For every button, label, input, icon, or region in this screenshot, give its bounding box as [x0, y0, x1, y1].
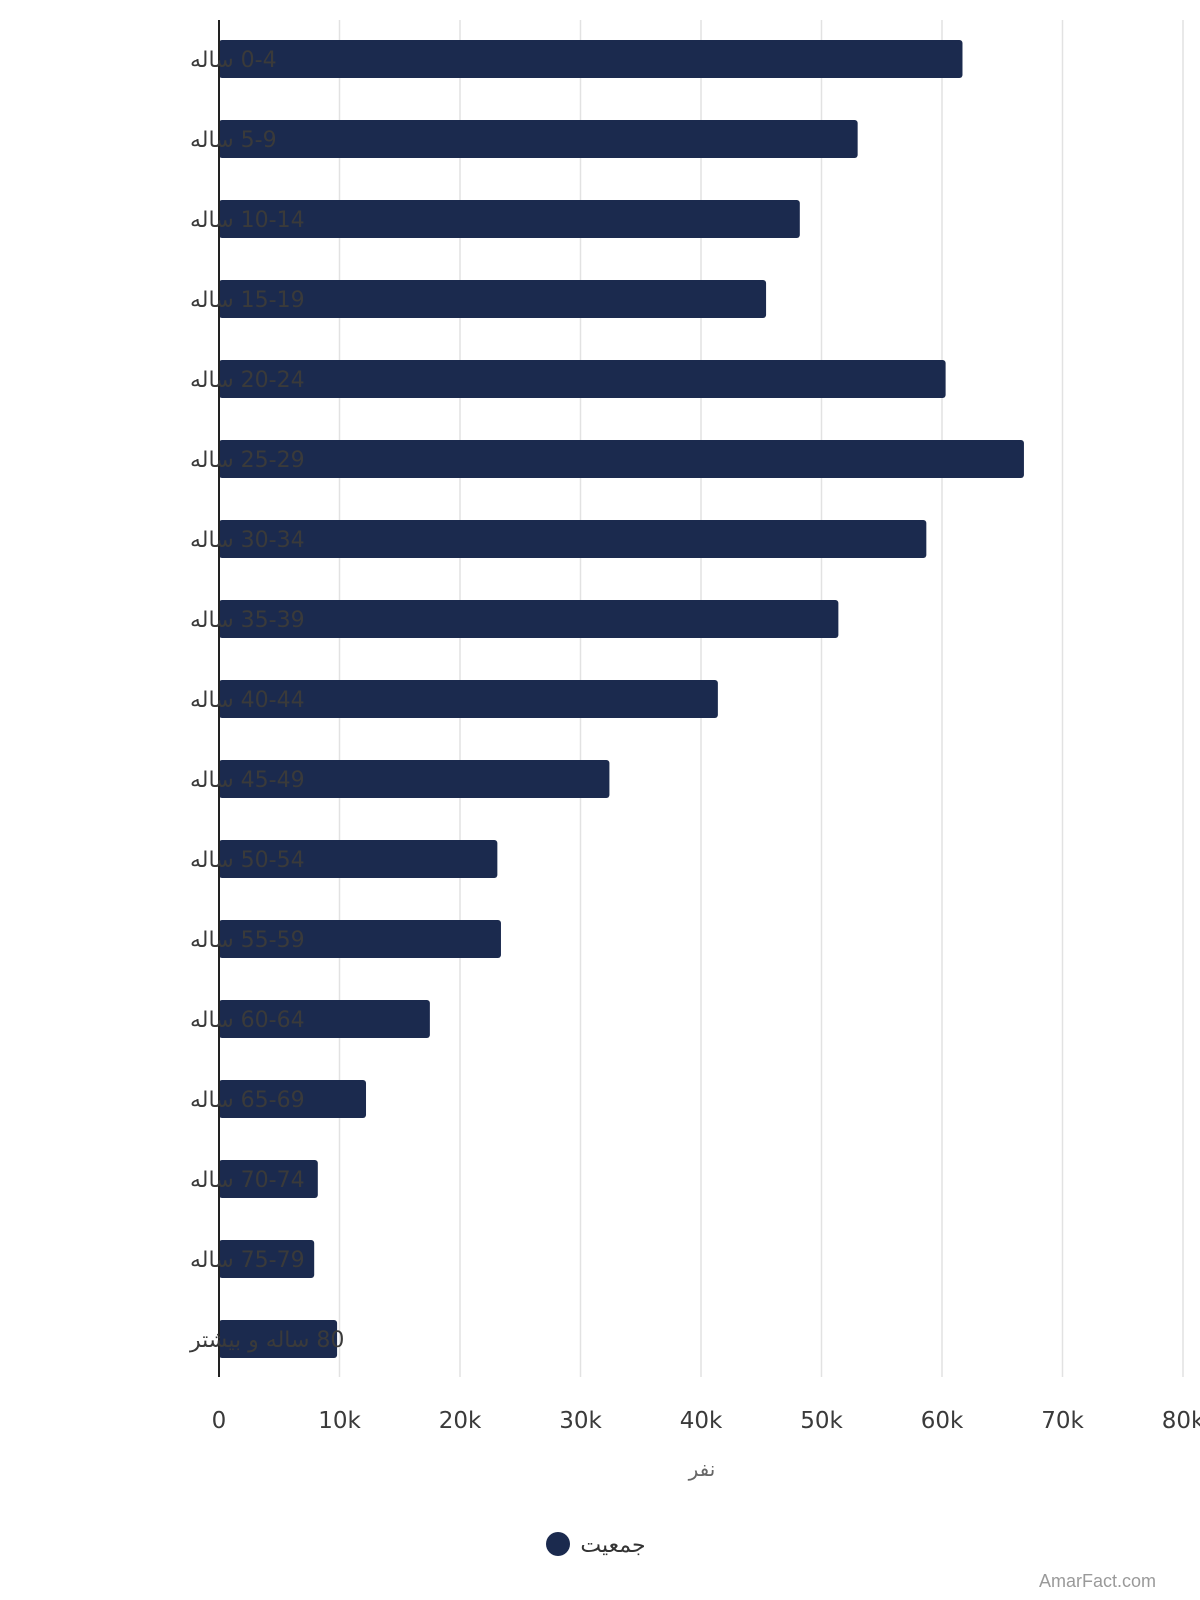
x-tick-label: 30k	[559, 1408, 602, 1434]
category-label: 5-9 ساله	[190, 128, 277, 153]
x-tick-label: 40k	[680, 1408, 723, 1434]
x-tick-label: 20k	[439, 1408, 482, 1434]
bar[interactable]	[219, 40, 963, 78]
category-label: 65-69 ساله	[190, 1088, 305, 1113]
x-tick-label: 50k	[800, 1408, 843, 1434]
category-label: 15-19 ساله	[190, 288, 305, 313]
category-label: 80 ساله و بیشتر	[189, 1328, 344, 1353]
bar[interactable]	[219, 1240, 315, 1278]
legend-swatch-icon	[546, 1532, 570, 1556]
bar[interactable]	[219, 920, 501, 958]
category-label: 40-44 ساله	[190, 688, 305, 713]
category-label: 45-49 ساله	[190, 768, 305, 793]
category-label: 60-64 ساله	[190, 1008, 305, 1033]
bar[interactable]	[219, 680, 718, 718]
bar[interactable]	[219, 520, 927, 558]
category-label: 75-79 ساله	[190, 1248, 305, 1273]
bar[interactable]	[219, 440, 1024, 478]
bar[interactable]	[219, 1320, 338, 1358]
bar[interactable]	[219, 120, 858, 158]
category-label: 35-39 ساله	[190, 608, 305, 633]
bars	[219, 40, 1024, 1358]
x-tick-label: 60k	[921, 1408, 964, 1434]
category-label: 25-29 ساله	[190, 448, 305, 473]
category-label: 10-14 ساله	[190, 208, 305, 233]
category-label: 50-54 ساله	[190, 848, 305, 873]
category-labels: 0-4 ساله 5-9 ساله 10-14 ساله 15-19 ساله 20-2…	[189, 48, 344, 1353]
bar[interactable]	[219, 1000, 430, 1038]
category-label: 0-4 ساله	[190, 48, 277, 73]
legend-label: جمعیت	[580, 1533, 645, 1558]
x-tick-label: 0	[212, 1408, 227, 1434]
category-label: 20-24 ساله	[190, 368, 305, 393]
bar[interactable]	[219, 1160, 318, 1198]
bar[interactable]	[219, 200, 800, 238]
bar[interactable]	[219, 600, 839, 638]
bar[interactable]	[219, 360, 946, 398]
bar[interactable]	[219, 280, 767, 318]
category-label: 70-74 ساله	[190, 1168, 305, 1193]
bar[interactable]	[219, 840, 498, 878]
bar[interactable]	[219, 1080, 367, 1118]
x-tick-label: 70k	[1041, 1408, 1084, 1434]
bar[interactable]	[219, 760, 610, 798]
x-axis-title: نفر	[688, 1457, 716, 1481]
legend[interactable]: جمعیت	[546, 1532, 646, 1558]
x-tick-label: 80k	[1162, 1408, 1200, 1434]
watermark: AmarFact.com	[1038, 1571, 1156, 1591]
category-label: 55-59 ساله	[190, 928, 305, 953]
category-label: 30-34 ساله	[190, 528, 305, 553]
x-tick-label: 10k	[318, 1408, 361, 1434]
x-tick-labels: 0 10k 20k 30k 40k 50k 60k 70k 80k	[212, 1408, 1200, 1434]
